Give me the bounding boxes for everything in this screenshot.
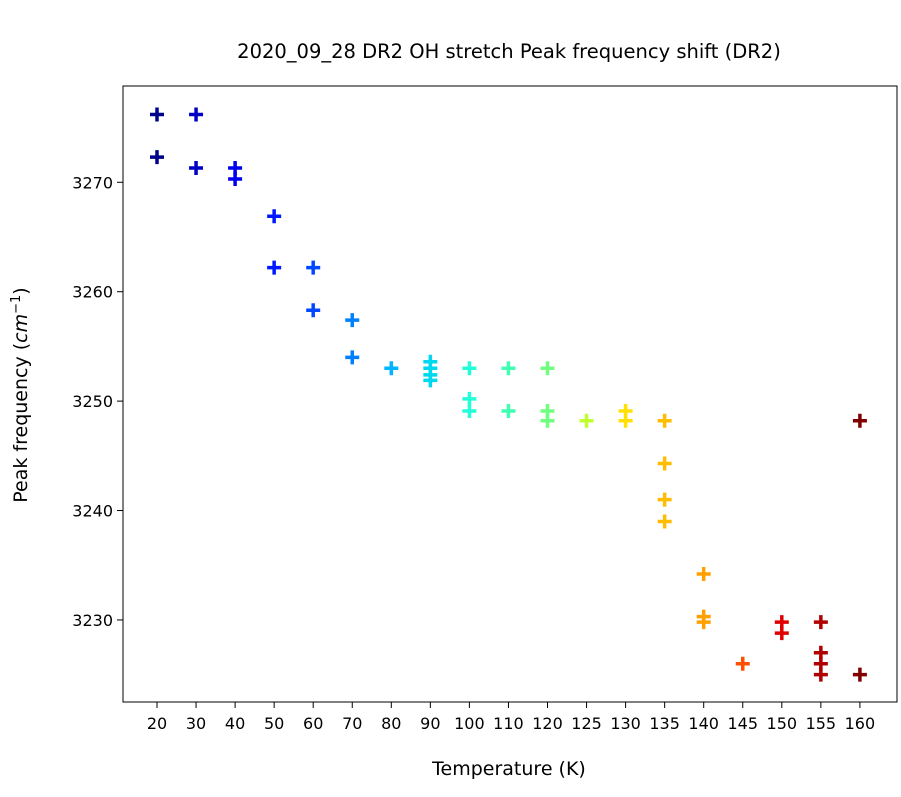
- data-point: [657, 413, 672, 428]
- y-tick-label: 3230: [72, 611, 113, 630]
- data-point: [540, 361, 555, 376]
- data-point: [657, 492, 672, 507]
- x-tick-label: 145: [727, 714, 758, 733]
- x-tick-label: 80: [381, 714, 401, 733]
- data-point: [852, 667, 867, 682]
- data-point: [345, 350, 360, 365]
- y-axis-label-suffix: ): [10, 287, 32, 294]
- x-tick-label: 155: [806, 714, 837, 733]
- data-point: [462, 391, 477, 406]
- x-tick-label: 50: [264, 714, 284, 733]
- data-point: [501, 361, 516, 376]
- x-tick-label: 125: [571, 714, 602, 733]
- data-point: [657, 514, 672, 529]
- data-point: [267, 260, 282, 275]
- x-tick-label: 120: [532, 714, 563, 733]
- data-point: [696, 615, 711, 630]
- data-point: [189, 161, 204, 176]
- y-axis-label-unit: cm: [10, 314, 32, 343]
- y-tick-label: 3250: [72, 392, 113, 411]
- x-tick-label: 70: [342, 714, 362, 733]
- y-tick-label: 3270: [72, 173, 113, 192]
- x-tick-label: 140: [688, 714, 719, 733]
- x-tick-label: 110: [493, 714, 524, 733]
- data-point: [774, 626, 789, 641]
- data-point: [384, 361, 399, 376]
- data-point: [189, 107, 204, 122]
- x-tick-label: 20: [147, 714, 167, 733]
- x-tick-label: 90: [420, 714, 440, 733]
- plot-area: 20 30 40 50 60 70 80 90 100 110 120 125 130 135 140 145…: [72, 107, 875, 733]
- data-point: [735, 656, 750, 671]
- data-point: [150, 150, 164, 165]
- data-point: [540, 413, 555, 428]
- data-point: [813, 667, 828, 682]
- data-point: [813, 615, 828, 630]
- x-tick-label: 40: [225, 714, 245, 733]
- y-tick-label: 3260: [72, 283, 113, 302]
- data-point: [618, 413, 633, 428]
- data-point: [306, 260, 321, 275]
- x-tick-label: 130: [610, 714, 641, 733]
- data-point: [267, 209, 282, 224]
- data-point: [501, 403, 516, 418]
- data-point: [852, 413, 867, 428]
- x-tick-label: 30: [186, 714, 206, 733]
- x-tick-label: 100: [454, 714, 485, 733]
- data-point: [228, 172, 243, 187]
- data-point: [462, 403, 477, 418]
- y-axis-label: Peak frequency (cm−1): [9, 287, 32, 502]
- x-tick-label: 150: [767, 714, 798, 733]
- x-axis-label: Temperature (K): [431, 758, 586, 780]
- data-point: [657, 456, 672, 471]
- x-tick-label: 60: [303, 714, 323, 733]
- data-point: [462, 361, 477, 376]
- data-point: [306, 303, 321, 318]
- data-point: [345, 313, 360, 328]
- chart-title: 2020_09_28 DR2 OH stretch Peak frequency…: [237, 40, 781, 63]
- data-point: [579, 413, 594, 428]
- y-axis-label-prefix: Peak frequency (: [10, 343, 32, 503]
- x-tick-label: 160: [845, 714, 876, 733]
- y-tick-label: 3240: [72, 502, 113, 521]
- y-axis-label-exponent: −1: [9, 295, 24, 314]
- data-point: [696, 566, 711, 581]
- data-point: [423, 373, 438, 388]
- plot-frame: [122, 85, 898, 703]
- data-point: [150, 107, 164, 122]
- x-tick-label: 135: [649, 714, 680, 733]
